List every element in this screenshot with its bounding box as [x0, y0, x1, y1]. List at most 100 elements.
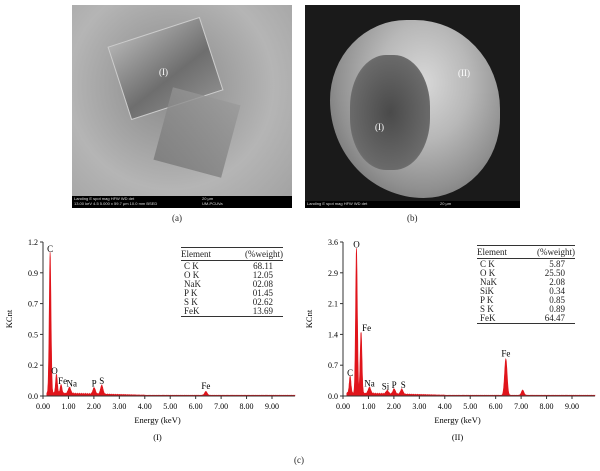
region-label-i: (I): [159, 67, 168, 77]
element-cell: P K: [480, 295, 494, 305]
peak-label-fe: Fe: [501, 349, 510, 359]
sem-info-bar: Landing E spot mag HFW WD det 20 μm: [305, 201, 520, 208]
x-tick-label: 0.00: [36, 402, 50, 411]
region-label-ii: (II): [458, 68, 470, 78]
edx-spectrum-i: 0.0 0.2 0.5 0.7 0.9 1.2 0.00 1.00 2.00 3.00 4.00 5.…: [4, 238, 296, 442]
scale-bar-label: 20 μm: [440, 201, 452, 206]
x-axis-label: Energy (keV): [134, 415, 181, 425]
x-tick-label: 3.00: [412, 402, 426, 411]
scale-bar-label: 20 μm: [202, 196, 214, 201]
weight-percent-cell: 0.85: [549, 295, 565, 305]
info-line-1: Landing E spot mag HFW WD det: [307, 201, 368, 206]
column-header: (%weight): [537, 247, 575, 257]
element-cell: C K: [184, 261, 199, 271]
x-tick-label: 5.00: [163, 402, 177, 411]
y-tick-label: 0.9: [28, 269, 38, 278]
region-label-i: (I): [375, 122, 384, 132]
institution-label: UM-PCUVa: [202, 201, 223, 206]
composition-table-ii: Element (%weight) C K 5.87 O K 25.50 NaK 2.08 Si…: [477, 245, 575, 324]
x-tick-label: 4.00: [138, 402, 152, 411]
table-row: C K 5.87: [477, 260, 575, 269]
info-line-1: Landing E spot mag HFW WD det: [74, 196, 135, 201]
element-cell: O K: [480, 268, 496, 278]
y-tick-label: 2.1: [328, 300, 338, 309]
peak-label-na: Na: [66, 379, 77, 389]
info-line-2: 13.00 keV 4.5 5.000 x 59.7 μm 10.0 mm BS…: [74, 201, 158, 206]
peak-label-o: O: [353, 240, 360, 250]
table-row: NaK 02.08: [181, 280, 283, 289]
weight-percent-cell: 13.69: [252, 306, 273, 316]
element-cell: S K: [184, 297, 198, 307]
y-tick-label: 0.7: [28, 300, 38, 309]
table-row: NaK 2.08: [477, 278, 575, 287]
caption-c: (c): [294, 455, 304, 465]
weight-percent-cell: 01.45: [252, 288, 273, 298]
edx-spectrum-ii: 0.0 0.7 1.4 2.1 2.9 3.6 0.00 1.00 2.00 3.00 4.00 5.…: [304, 238, 596, 442]
dark-region: [350, 55, 430, 170]
x-tick-label: 7.00: [514, 402, 528, 411]
x-tick-label: 1.00: [61, 402, 75, 411]
table-row: S K 0.89: [477, 305, 575, 314]
caption-b: (b): [407, 213, 418, 223]
table-header: Element (%weight): [477, 246, 575, 259]
table-row: C K 68.11: [181, 262, 283, 271]
weight-percent-cell: 2.08: [549, 277, 565, 287]
x-tick-label: 9.00: [565, 402, 579, 411]
x-tick-label: 3.00: [112, 402, 126, 411]
peak-label-na: Na: [364, 379, 375, 389]
y-tick-label: 0.0: [328, 392, 338, 401]
table-row: S K 02.62: [181, 298, 283, 307]
table-row: P K 0.85: [477, 296, 575, 305]
spectrum-area: [346, 248, 596, 397]
x-tick-label: 2.00: [87, 402, 101, 411]
x-tick-label: 0.00: [336, 402, 350, 411]
spectrum-area: [46, 252, 296, 397]
table-row: P K 01.45: [181, 289, 283, 298]
column-header: Element: [477, 247, 507, 257]
y-axis-label: KCnt: [304, 309, 314, 328]
y-tick-label: 2.9: [328, 269, 338, 278]
table-row: O K 25.50: [477, 269, 575, 278]
table-header: Element (%weight): [181, 248, 283, 261]
element-cell: C K: [480, 259, 495, 269]
x-tick-label: 9.00: [265, 402, 279, 411]
element-cell: FeK: [480, 313, 496, 323]
element-cell: NaK: [184, 279, 201, 289]
peak-label-si: Si: [382, 382, 390, 392]
peak-label-s: S: [99, 376, 104, 386]
peak-label-fe: Fe: [362, 323, 371, 333]
peak-label-p: P: [392, 380, 397, 390]
x-axis-label: Energy (keV): [434, 415, 481, 425]
element-cell: FeK: [184, 306, 200, 316]
peak-label-fe: Fe: [201, 381, 210, 391]
sem-image-b: (II) (I) Landing E spot mag HFW WD det 2…: [305, 5, 520, 208]
chart-subtitle: (I): [153, 432, 162, 442]
y-axis-label: KCnt: [4, 309, 14, 328]
y-tick-label: 1.4: [328, 330, 338, 339]
x-tick-label: 8.00: [540, 402, 554, 411]
caption-a: (a): [172, 213, 182, 223]
x-tick-label: 4.00: [438, 402, 452, 411]
peak-label-o: O: [51, 366, 58, 376]
element-cell: SiK: [480, 286, 495, 296]
x-tick-label: 2.00: [387, 402, 401, 411]
column-header: Element: [181, 249, 211, 259]
weight-percent-cell: 12.05: [252, 270, 273, 280]
x-tick-label: 1.00: [361, 402, 375, 411]
table-row: FeK 64.47: [477, 314, 575, 323]
y-tick-label: 0.0: [28, 392, 38, 401]
element-cell: S K: [480, 304, 494, 314]
sem-info-bar: Landing E spot mag HFW WD det 20 μm 13.0…: [72, 196, 292, 208]
column-header: (%weight): [245, 249, 283, 259]
weight-percent-cell: 02.08: [252, 279, 273, 289]
table-row: O K 12.05: [181, 271, 283, 280]
peak-label-c: C: [47, 244, 53, 254]
sem-image-a: (I) Landing E spot mag HFW WD det 20 μm …: [72, 5, 292, 208]
peak-label-s: S: [401, 380, 406, 390]
peak-label-fe: Fe: [58, 376, 67, 386]
y-tick-label: 0.7: [328, 361, 338, 370]
weight-percent-cell: 25.50: [544, 268, 565, 278]
weight-percent-cell: 5.87: [549, 259, 565, 269]
element-cell: NaK: [480, 277, 497, 287]
weight-percent-cell: 02.62: [252, 297, 273, 307]
